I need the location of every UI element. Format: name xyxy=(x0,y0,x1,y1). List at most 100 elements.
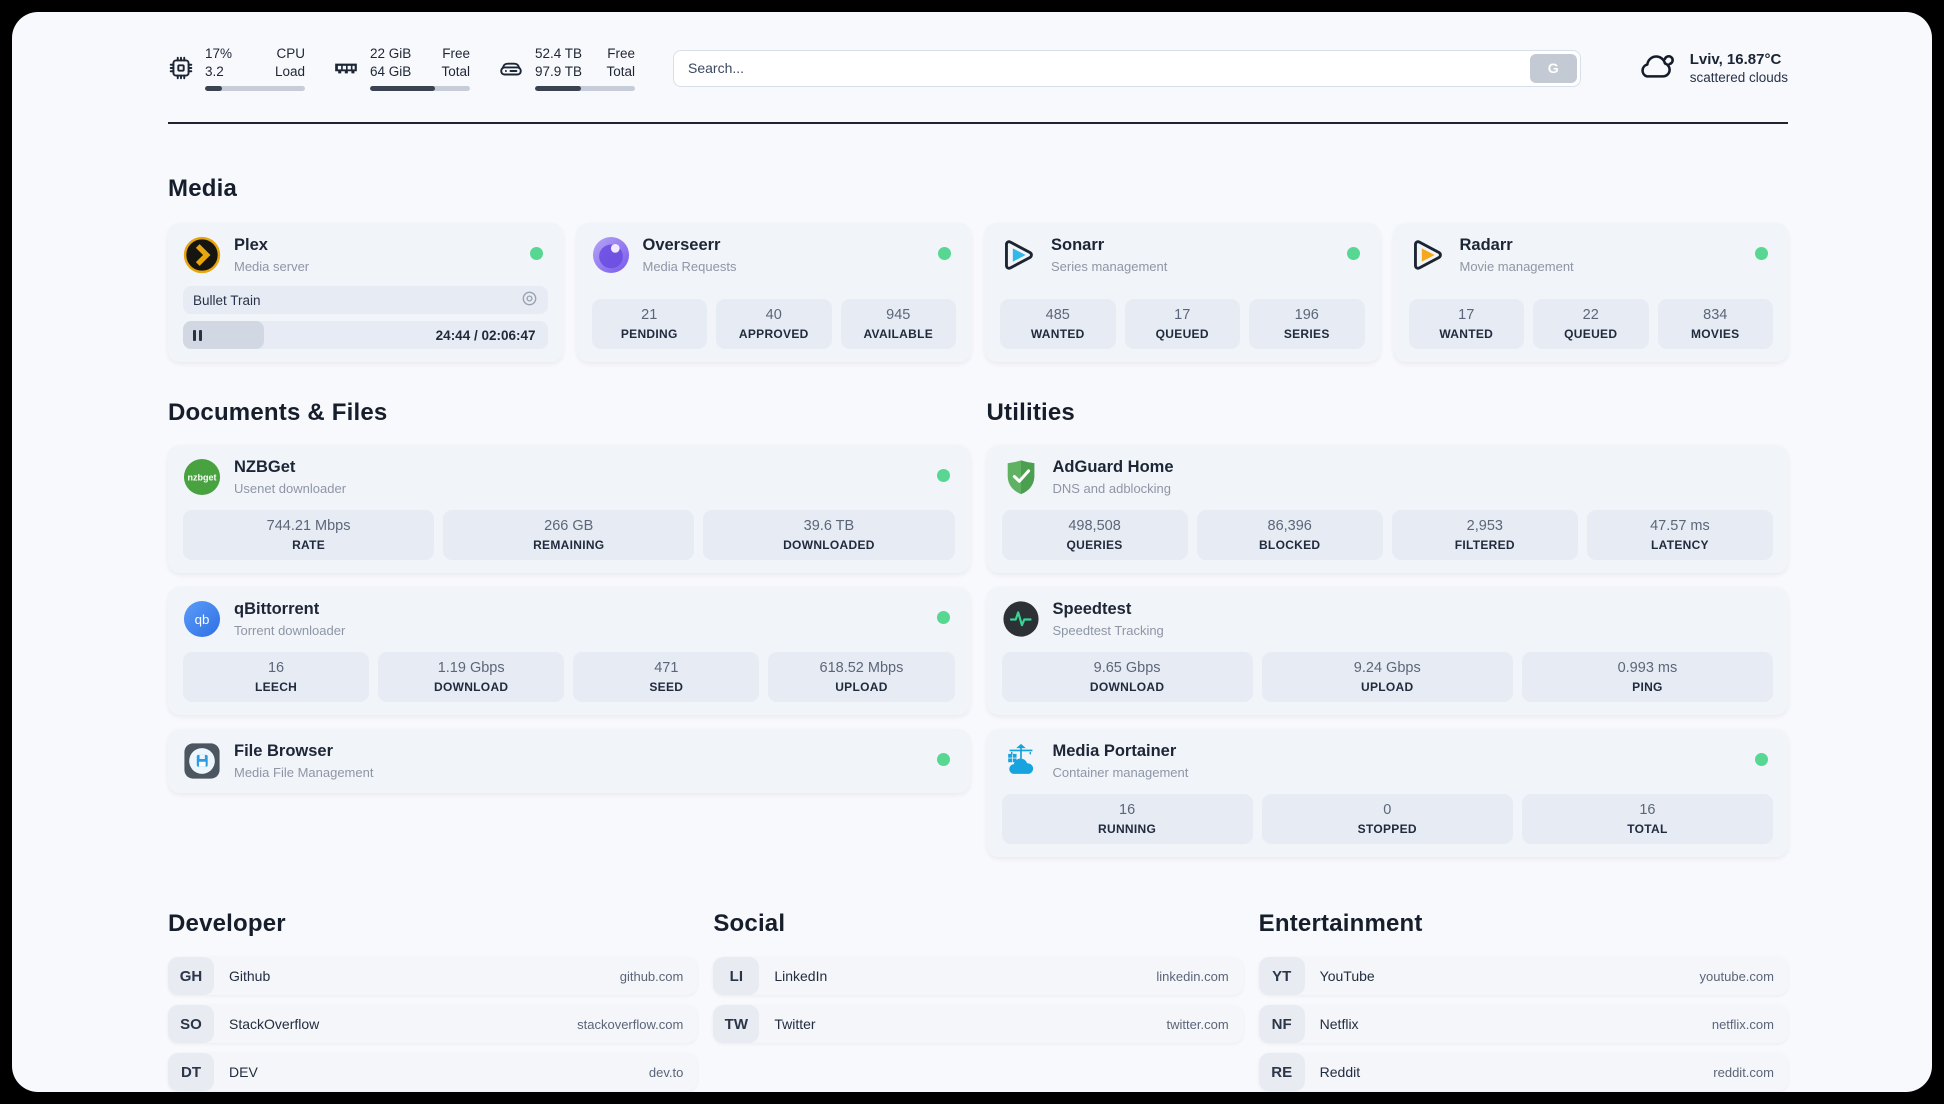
overseerr-logo-icon xyxy=(592,236,630,274)
stat-pill: 22 QUEUED xyxy=(1533,298,1649,349)
stat-pill: 21 PENDING xyxy=(591,298,707,349)
app-subtitle: Torrent downloader xyxy=(234,623,346,639)
app-subtitle: Container management xyxy=(1052,765,1189,781)
bookmark-stackoverflow[interactable]: SO StackOverflow stackoverflow.com xyxy=(168,1005,698,1044)
bookmark-name: Reddit xyxy=(1319,1064,1361,1081)
status-dot xyxy=(1346,247,1360,260)
section-media: Media Plex Media server xyxy=(168,174,1788,362)
app-name: qBittorrent xyxy=(234,600,320,619)
app-card-qbittorrent[interactable]: qb qBittorrent Torrent downloader 16 LEEC… xyxy=(168,587,970,716)
bookmark-name: Github xyxy=(229,968,271,985)
weather-location: Lviv, 16.87°C xyxy=(1689,51,1782,68)
bookmark-name: DEV xyxy=(229,1064,258,1081)
stat-pill: 9.24 Gbps UPLOAD xyxy=(1261,652,1513,703)
bookmark-badge: NF xyxy=(1258,1005,1305,1044)
bookmark-twitter[interactable]: TW Twitter twitter.com xyxy=(713,1005,1243,1044)
svg-text:nzbget: nzbget xyxy=(187,472,216,482)
bookmark-dev[interactable]: DT DEV dev.to xyxy=(168,1053,698,1092)
memory-labels: Free Total xyxy=(441,46,470,79)
bookmark-badge: TW xyxy=(713,1005,760,1044)
adguard-logo-icon xyxy=(1002,458,1040,496)
disk-values: 52.4 TB 97.9 TB xyxy=(535,46,583,79)
section-title-social: Social xyxy=(713,910,786,938)
app-card-filebrowser[interactable]: File Browser Media File Management xyxy=(168,729,970,794)
bookmark-name: LinkedIn xyxy=(774,968,828,985)
stat-pill: 0.993 ms PING xyxy=(1521,652,1774,703)
app-card-radarr[interactable]: Radarr Movie management 17 WANTED 22 QUEUE… xyxy=(1393,223,1788,362)
memory-values: 22 GiB 64 GiB xyxy=(370,46,412,79)
stat-pill: 16 LEECH xyxy=(183,652,370,703)
search-input[interactable] xyxy=(673,49,1581,87)
section-title-media: Media xyxy=(168,175,238,202)
bookmark-url: linkedin.com xyxy=(1156,968,1229,984)
now-playing-row: Bullet Train xyxy=(183,286,548,314)
bookmark-reddit[interactable]: RE Reddit reddit.com xyxy=(1258,1053,1788,1092)
playback-progress-bar[interactable]: 24:44 / 02:06:47 xyxy=(183,321,548,349)
stat-pill: 86,396 BLOCKED xyxy=(1196,510,1383,561)
header-divider xyxy=(168,122,1788,124)
disk-icon xyxy=(498,55,524,81)
app-card-speedtest[interactable]: Speedtest Speedtest Tracking 9.65 Gbps DO… xyxy=(986,587,1788,716)
stat-pill: 47.57 ms LATENCY xyxy=(1586,510,1773,561)
system-stats: 17% 3.2 CPU Load xyxy=(168,45,635,91)
app-subtitle: Media server xyxy=(234,258,310,274)
svg-text:qb: qb xyxy=(195,612,210,627)
section-developer: Developer GH Github github.com SO StackO… xyxy=(168,909,698,1092)
filebrowser-logo-icon xyxy=(183,742,221,780)
bookmark-url: twitter.com xyxy=(1166,1016,1229,1032)
cpu-progress-bar xyxy=(205,85,305,91)
app-name: Plex xyxy=(234,236,268,255)
cpu-stat-widget: 17% 3.2 CPU Load xyxy=(168,45,305,91)
qbittorrent-logo-icon: qb xyxy=(183,600,221,638)
status-dot xyxy=(938,247,951,260)
section-documents: Documents & Files nzbget NZBGet Usenet d… xyxy=(168,362,970,857)
stat-pill: 485 WANTED xyxy=(1000,298,1116,349)
app-name: Media Portainer xyxy=(1052,742,1177,761)
cpu-labels: CPU Load xyxy=(274,46,305,79)
app-name: NZBGet xyxy=(234,458,296,477)
section-entertainment: Entertainment YT YouTube youtube.com NF … xyxy=(1258,909,1788,1092)
bookmark-url: youtube.com xyxy=(1699,968,1774,984)
status-dot xyxy=(936,469,950,482)
sonarr-logo-icon xyxy=(1000,236,1038,274)
bookmark-badge: RE xyxy=(1258,1053,1305,1092)
app-card-sonarr[interactable]: Sonarr Series management 485 WANTED 17 QUE… xyxy=(985,223,1380,362)
search-button[interactable]: G xyxy=(1529,53,1577,83)
disk-stat-widget: 52.4 TB 97.9 TB Free Total xyxy=(498,45,635,91)
stat-pill: 9.65 Gbps DOWNLOAD xyxy=(1001,652,1253,703)
app-card-adguard[interactable]: AdGuard Home DNS and adblocking 498,508 Q… xyxy=(986,445,1788,574)
plex-logo-icon xyxy=(183,236,221,274)
bookmark-github[interactable]: GH Github github.com xyxy=(168,957,698,996)
bookmark-netflix[interactable]: NF Netflix netflix.com xyxy=(1258,1005,1788,1044)
disc-icon[interactable] xyxy=(521,290,538,310)
stat-pill: 2,953 FILTERED xyxy=(1391,510,1578,561)
stat-pill: 744.21 Mbps RATE xyxy=(183,510,435,561)
memory-stat-widget: 22 GiB 64 GiB Free Total xyxy=(333,45,470,91)
bookmark-badge: DT xyxy=(168,1053,214,1092)
stat-pill: 40 APPROVED xyxy=(716,298,832,349)
stat-pill: 17 QUEUED xyxy=(1124,298,1240,349)
bookmark-linkedin[interactable]: LI LinkedIn linkedin.com xyxy=(713,957,1243,996)
app-subtitle: Series management xyxy=(1051,258,1168,274)
app-card-nzbget[interactable]: nzbget NZBGet Usenet downloader 744.21 M… xyxy=(168,445,970,574)
stat-pill: 945 AVAILABLE xyxy=(840,298,956,349)
bookmark-youtube[interactable]: YT YouTube youtube.com xyxy=(1258,957,1788,996)
stat-pill: 196 SERIES xyxy=(1249,298,1365,349)
section-title-documents: Documents & Files xyxy=(168,399,388,426)
search-bar: G xyxy=(673,49,1581,87)
stat-pill: 16 TOTAL xyxy=(1521,794,1774,845)
weather-widget: Lviv, 16.87°C scattered clouds xyxy=(1635,50,1788,87)
pause-icon[interactable] xyxy=(193,329,202,341)
bookmark-url: netflix.com xyxy=(1711,1016,1774,1032)
stat-pill: 17 WANTED xyxy=(1408,298,1524,349)
app-card-overseerr[interactable]: Overseerr Media Requests 21 PENDING 40 APP… xyxy=(576,223,971,362)
status-dot xyxy=(529,247,543,260)
status-dot xyxy=(936,611,950,625)
app-card-portainer[interactable]: Media Portainer Container management 16 R… xyxy=(986,729,1788,858)
app-card-plex[interactable]: Plex Media server Bullet Train 24:44 / 0 xyxy=(168,223,563,362)
bookmark-name: StackOverflow xyxy=(229,1016,320,1033)
app-subtitle: DNS and adblocking xyxy=(1052,480,1172,496)
status-dot xyxy=(1755,753,1768,767)
app-subtitle: Media File Management xyxy=(234,765,374,781)
nzbget-logo-icon: nzbget xyxy=(183,458,221,496)
